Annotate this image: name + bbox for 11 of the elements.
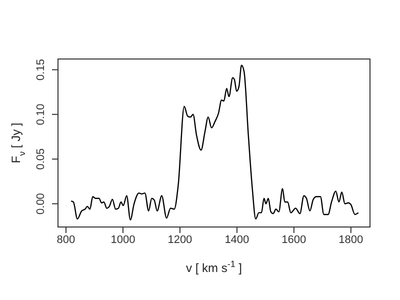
x-tick-label: 1000 [110,234,136,246]
x-tick-label: 1400 [224,234,250,246]
y-tick-label: 0.00 [35,193,47,214]
y-tick-label: 0.15 [35,59,47,80]
x-axis-title: v [ km s$^{-1}$ ] [186,259,242,275]
y-tick-label: 0.05 [35,148,47,170]
y-tick-label: 0.10 [35,104,47,126]
x-tick-label: 1600 [282,234,306,246]
x-tick-label: 800 [56,234,76,246]
x-tick-label: 1800 [338,234,364,246]
x-tick-label: 1200 [168,234,192,246]
